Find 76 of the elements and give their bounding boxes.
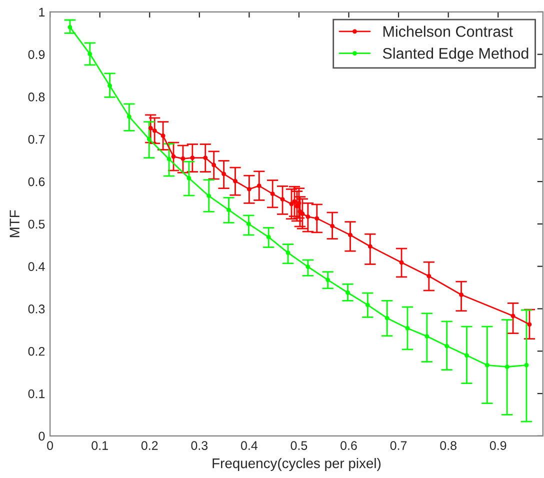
point [424, 334, 430, 339]
point [399, 260, 404, 265]
point [306, 214, 310, 219]
point [126, 114, 132, 119]
point [186, 176, 192, 180]
y-tick-label: 0.5 [28, 220, 45, 229]
y-tick-label: 0.8 [28, 92, 45, 102]
point [171, 154, 176, 159]
point [426, 274, 432, 278]
point [152, 128, 157, 133]
point [233, 178, 238, 184]
point [108, 84, 112, 88]
point [148, 126, 153, 130]
point [180, 156, 186, 161]
point [68, 24, 72, 30]
point [286, 250, 290, 255]
point [292, 199, 297, 204]
x-tick-label: 0.9 [490, 441, 506, 450]
point [270, 192, 275, 196]
x-tick-label: 0 [47, 441, 54, 450]
y-tick-label: 1 [39, 8, 45, 16]
x-tick-label: 0.3 [191, 441, 208, 450]
point [289, 202, 294, 206]
x-tick-label: 0.5 [290, 441, 308, 450]
point [444, 344, 450, 348]
point [384, 316, 390, 320]
x-tick-label: 0.1 [92, 441, 108, 450]
point [330, 224, 335, 228]
point [464, 353, 469, 358]
x-tick-label: 0.4 [240, 441, 258, 450]
point [365, 302, 370, 308]
point [203, 156, 208, 160]
point [524, 362, 529, 368]
point [346, 290, 350, 295]
x-tick-label: 0.7 [390, 441, 407, 450]
x-tick-label: 0.2 [141, 441, 158, 450]
point [222, 172, 226, 176]
legend-label: Michelson Contrast [383, 26, 513, 37]
point [484, 362, 490, 368]
point [280, 197, 285, 202]
point [246, 186, 252, 192]
y-tick-label: 0.4 [28, 262, 45, 271]
point [326, 278, 330, 282]
y-tick-label: 0.7 [28, 134, 45, 144]
point [314, 216, 320, 221]
point [146, 136, 152, 142]
point [510, 314, 516, 318]
point [190, 156, 195, 160]
point [166, 156, 172, 162]
point [368, 244, 372, 249]
point [246, 222, 251, 226]
y-tick-label: 0.1 [28, 389, 45, 398]
y-tick-label: 0 [38, 432, 45, 441]
point [405, 326, 410, 330]
point [88, 52, 92, 56]
point [212, 162, 216, 168]
y-axis-title: MTF [10, 210, 20, 238]
x-tick-label: 0.6 [340, 441, 357, 450]
y-tick-label: 0.2 [28, 346, 45, 356]
point [256, 184, 262, 188]
legend-label: Slanted Edge Method [382, 48, 528, 62]
point [527, 322, 532, 327]
point [459, 292, 464, 297]
point [206, 194, 212, 198]
y-tick-label: 0.3 [28, 304, 45, 314]
y-tick-label: 0.6 [28, 177, 45, 186]
x-tick-label: 0.8 [440, 441, 456, 450]
point [504, 364, 510, 370]
point [348, 232, 352, 238]
point [226, 208, 231, 212]
point [160, 134, 166, 138]
point [300, 212, 305, 216]
point [266, 234, 271, 240]
x-axis-title: Frequency(cycles per pixel) [212, 458, 381, 471]
y-tick-label: 0.9 [28, 50, 45, 59]
point [306, 264, 310, 269]
